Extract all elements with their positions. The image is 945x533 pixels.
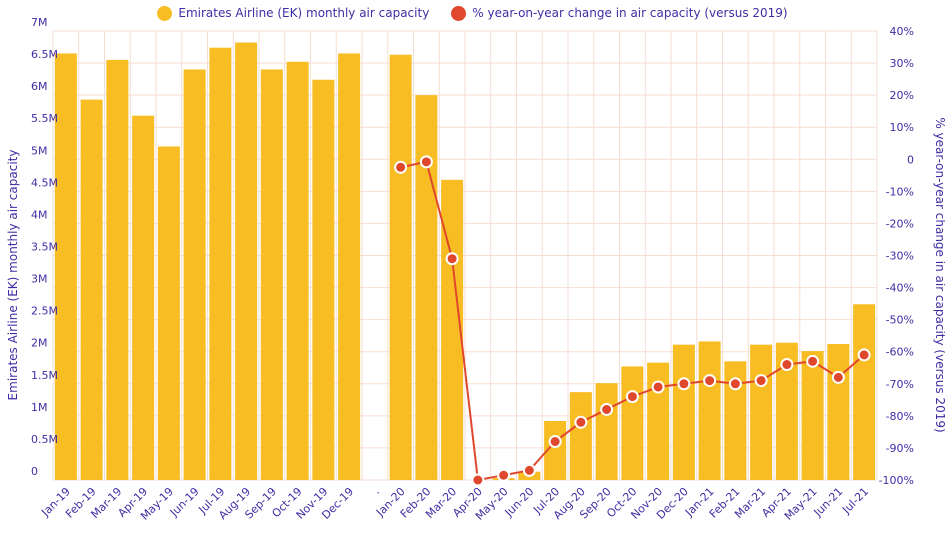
yoy-point	[703, 374, 717, 388]
bar	[209, 47, 232, 480]
bar	[853, 304, 876, 480]
x-ticks: Jan-19Feb-19Mar-19Apr-19May-19Jun-19Jul-…	[38, 485, 871, 523]
bar	[54, 53, 77, 480]
yoy-point	[574, 415, 588, 429]
yoy-point	[728, 377, 742, 391]
yoy-point	[754, 374, 768, 388]
bar	[672, 344, 695, 480]
y-right-tick: -50%	[886, 314, 914, 327]
yoy-point	[419, 155, 433, 169]
legend-line-label: % year-on-year change in air capacity (v…	[472, 6, 788, 20]
y-right-tick: 30%	[890, 57, 914, 70]
yoy-point	[677, 377, 691, 391]
yoy-line	[394, 155, 871, 487]
yoy-point	[831, 370, 845, 384]
legend-item-bars[interactable]: Emirates Airline (EK) monthly air capaci…	[157, 5, 430, 21]
bar	[80, 99, 103, 480]
y-left-ticks: 0 0.5M 1M 1.5M 2M 2.5M 3M 3.5M 4M 4.5M 5M 5.5M 6M 6.5…	[31, 16, 58, 478]
yoy-point	[445, 252, 459, 266]
y-left-tick: 4M	[31, 208, 48, 221]
y-right-tick: 40%	[890, 25, 914, 38]
y-left-tick: 4.5M	[31, 176, 58, 189]
legend-bar-swatch	[157, 5, 173, 21]
bar	[775, 342, 798, 480]
bar	[157, 146, 180, 480]
legend-item-line[interactable]: % year-on-year change in air capacity (v…	[451, 5, 788, 21]
bar	[544, 420, 567, 480]
y-right-tick: -80%	[886, 410, 914, 423]
y-left-tick: 6.5M	[31, 48, 58, 61]
bar	[621, 366, 644, 480]
x-tick: .	[370, 485, 382, 497]
y-left-tick: 2.5M	[31, 305, 58, 318]
y-left-tick: 0.5M	[31, 433, 58, 446]
y-left-tick: 5.5M	[31, 112, 58, 125]
y-right-tick: -20%	[886, 217, 914, 230]
yoy-point	[651, 380, 665, 394]
legend-bar-label: Emirates Airline (EK) monthly air capaci…	[178, 6, 430, 20]
yoy-point	[497, 468, 511, 482]
y-left-tick: 3M	[31, 273, 48, 286]
bar	[415, 95, 438, 481]
bar	[647, 362, 670, 480]
bar	[235, 42, 258, 480]
y-right-tick: 20%	[890, 89, 914, 102]
y-right-tick: -40%	[886, 282, 914, 295]
y-left-tick: 1M	[31, 401, 48, 414]
yoy-point	[625, 390, 639, 404]
y-right-ticks: -100% -90% -80% -70% -60% -50% -40% -30% -20% -10…	[879, 25, 914, 487]
yoy-point	[857, 348, 871, 362]
y-right-tick: -10%	[886, 185, 914, 198]
x-tick: Jul-21	[839, 485, 871, 517]
y-right-tick: 10%	[890, 121, 914, 134]
y-left-tick: 0	[31, 465, 38, 478]
yoy-point	[600, 402, 614, 416]
bar	[595, 383, 618, 480]
yoy-point	[548, 435, 562, 449]
yoy-point	[471, 473, 485, 487]
bar	[750, 344, 773, 480]
x-tick: Jun-21	[811, 485, 846, 520]
bar	[106, 59, 129, 480]
y-right-title: % year-on-year change in air capacity (v…	[933, 117, 945, 432]
bar	[724, 361, 747, 480]
legend-line-swatch	[451, 5, 467, 21]
y-left-tick: 6M	[31, 80, 48, 93]
y-left-tick: 1.5M	[31, 369, 58, 382]
bar	[132, 115, 155, 480]
bar	[286, 61, 309, 480]
yoy-point	[394, 160, 408, 174]
bar	[801, 351, 824, 480]
bar	[441, 179, 464, 480]
y-right-tick: -70%	[886, 378, 914, 391]
y-right-tick: -100%	[879, 474, 914, 487]
bar	[569, 392, 592, 480]
y-right-tick: -30%	[886, 250, 914, 263]
x-tick: Jun-19	[167, 485, 202, 520]
y-right-tick: -90%	[886, 442, 914, 455]
bar	[260, 69, 283, 480]
bar	[312, 79, 335, 481]
bar	[183, 69, 206, 480]
yoy-point	[806, 354, 820, 368]
bar	[698, 341, 721, 480]
y-left-tick: 3.5M	[31, 241, 58, 254]
yoy-point	[522, 463, 536, 477]
yoy-point	[780, 358, 794, 372]
y-right-tick: -60%	[886, 346, 914, 359]
y-right-tick: 0	[907, 153, 914, 166]
legend: Emirates Airline (EK) monthly air capaci…	[0, 3, 945, 23]
bar	[338, 53, 361, 480]
x-tick: Jun-20	[502, 485, 537, 520]
bars	[54, 42, 876, 481]
y-left-tick: 2M	[31, 337, 48, 350]
y-left-tick: 5M	[31, 144, 48, 157]
y-left-title: Emirates Airline (EK) monthly air capaci…	[6, 150, 20, 401]
bar	[827, 344, 850, 480]
y-left-tick: 7M	[31, 16, 48, 29]
bar	[389, 54, 412, 481]
